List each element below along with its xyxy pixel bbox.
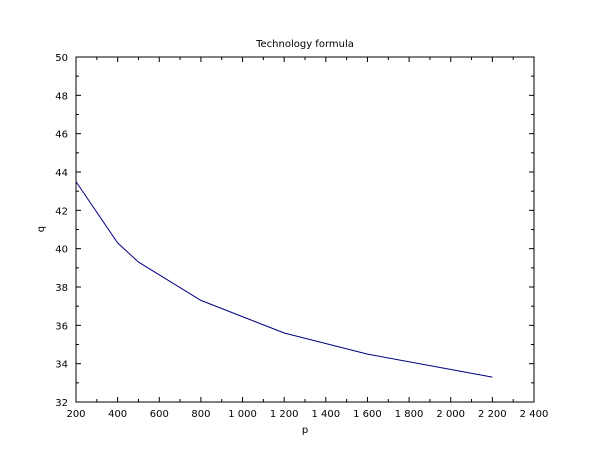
y-tick-label: 46 [55, 130, 68, 141]
chart-title: Technology formula [255, 39, 354, 50]
y-tick-label: 32 [55, 398, 68, 409]
x-tick-label: 200 [66, 409, 85, 420]
x-tick-label: 2 400 [520, 409, 549, 420]
series-line [75, 181, 493, 378]
x-tick-label: 2 000 [436, 409, 465, 420]
series-layer [75, 181, 493, 378]
x-tick-label: 600 [150, 409, 169, 420]
x-tick-label: 800 [191, 409, 210, 420]
x-axis-label: p [302, 425, 308, 436]
x-tick-label: 400 [108, 409, 127, 420]
plot-area [75, 56, 535, 403]
x-tick-label: 1 800 [395, 409, 424, 420]
x-tick-label: 1 000 [228, 409, 257, 420]
y-tick-label: 48 [55, 91, 68, 102]
x-tick-label: 1 600 [353, 409, 382, 420]
y-tick-label: 42 [55, 206, 68, 217]
x-tick-label: 1 400 [311, 409, 340, 420]
y-tick-label: 38 [55, 283, 68, 294]
y-tick-label: 36 [55, 321, 68, 332]
y-axis-label: q [36, 226, 47, 232]
y-tick-label: 40 [55, 245, 68, 256]
x-tick-label: 1 200 [270, 409, 299, 420]
x-tick-label: 2 200 [478, 409, 507, 420]
y-axis-ticks: 32 34 36 38 40 42 44 46 48 50 [55, 53, 534, 409]
y-tick-label: 44 [55, 168, 68, 179]
y-tick-label: 34 [55, 360, 68, 371]
x-axis-ticks: 200 400 600 800 1 000 1 200 1 400 1 600 1 800 2 0… [66, 57, 548, 420]
y-tick-label: 50 [55, 53, 68, 64]
